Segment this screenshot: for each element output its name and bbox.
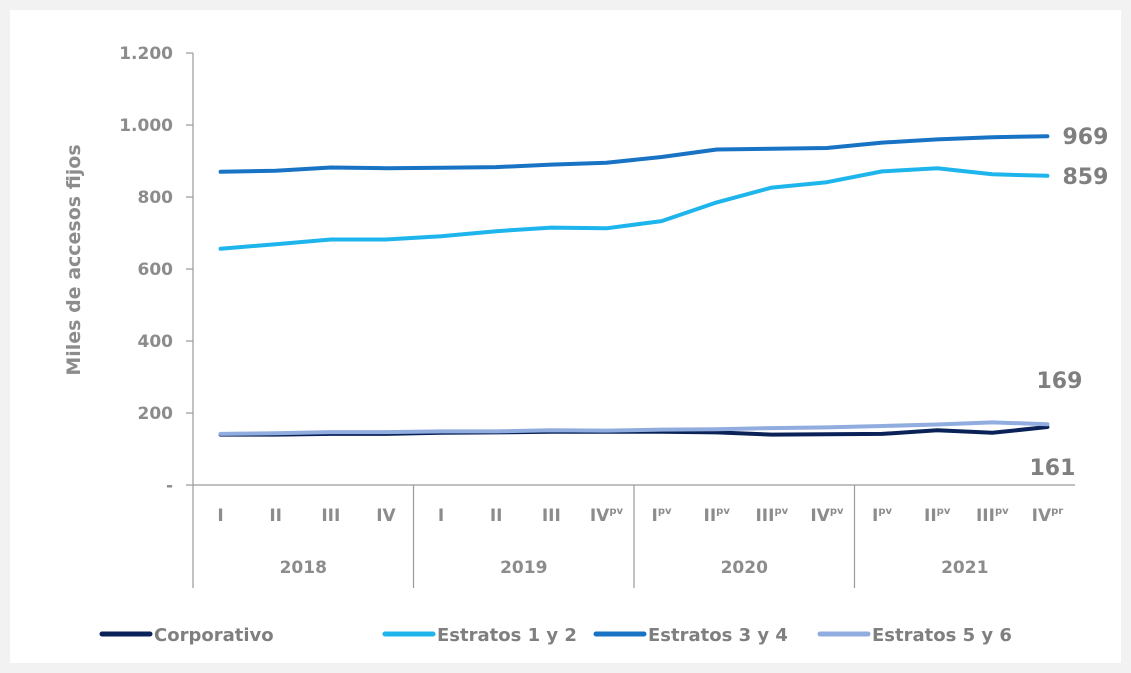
series-lines	[218, 134, 1050, 437]
x-category-label: I	[438, 506, 444, 526]
x-category-label: IIIpv	[755, 506, 788, 526]
series-line-estratos-3-y-4	[218, 134, 1050, 174]
y-tick-label: 200	[138, 404, 174, 424]
x-category-label: III	[542, 506, 561, 526]
x-group-label: 2019	[500, 558, 547, 578]
end-label-estratos-5-y-6: 169	[1036, 369, 1082, 394]
x-category-label: II	[490, 506, 503, 526]
y-tick-label: -	[166, 476, 173, 496]
y-tick-label: 1.000	[119, 116, 173, 136]
x-group-label: 2021	[941, 558, 988, 578]
end-label-estratos-1-y-2: 859	[1062, 165, 1108, 190]
axes	[186, 52, 1075, 588]
x-group-labels: 2018 2019 2020 2021	[280, 558, 989, 578]
legend-label: Corporativo	[154, 625, 274, 646]
y-tick-label: 1.200	[119, 44, 173, 64]
end-labels: 161 859 969 169	[1029, 125, 1108, 481]
end-label-estratos-3-y-4: 969	[1062, 125, 1108, 150]
legend-label: Estratos 5 y 6	[872, 625, 1012, 646]
x-category-label: IIIpv	[976, 506, 1009, 526]
line-chart: Miles de accesos fijos - 200 400 600 800 1.00…	[63, 44, 1108, 646]
end-label-corporativo: 161	[1029, 456, 1075, 481]
x-category-label: Ipv	[652, 506, 672, 526]
x-category-label: II	[269, 506, 282, 526]
y-axis-label: Miles de accesos fijos	[63, 144, 85, 375]
x-group-label: 2018	[280, 558, 327, 578]
x-category-label: IVpr	[1032, 506, 1064, 526]
chart-card: Miles de accesos fijos - 200 400 600 800 1.00…	[10, 10, 1121, 663]
x-group-label: 2020	[721, 558, 768, 578]
series-line-estratos-5-y-6	[218, 420, 1050, 436]
y-tick-label: 600	[138, 260, 174, 280]
y-tick-label: 800	[138, 188, 174, 208]
x-category-label: IVpv	[590, 506, 624, 526]
x-category-label: I	[217, 506, 223, 526]
y-tick-label: 400	[138, 332, 174, 352]
x-category-label: III	[321, 506, 340, 526]
legend-label: Estratos 3 y 4	[648, 625, 788, 646]
x-category-labels: I II III IV I II III IVpv Ipv IIpv IIIpv IVpv Ipv IIp…	[217, 506, 1063, 526]
y-ticks: - 200 400 600 800 1.000 1.200	[119, 44, 173, 496]
x-category-label: IIpv	[924, 506, 951, 526]
legend-label: Estratos 1 y 2	[437, 625, 577, 646]
x-category-label: IVpv	[810, 506, 844, 526]
series-line-estratos-1-y-2	[218, 166, 1050, 251]
legend: Corporativo Estratos 1 y 2 Estratos 3 y 4 E…	[99, 625, 1012, 646]
x-category-label: IV	[376, 506, 396, 526]
x-category-label: Ipv	[872, 506, 892, 526]
x-category-label: IIpv	[704, 506, 731, 526]
